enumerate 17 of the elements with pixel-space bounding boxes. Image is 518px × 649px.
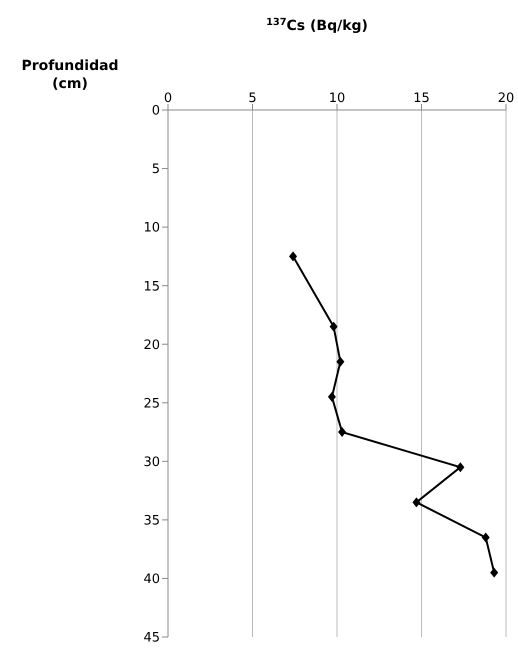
y-tick-label: 35 xyxy=(143,514,160,529)
y-tick-label: 5 xyxy=(152,162,160,178)
x-tick-label: 10 xyxy=(328,91,346,106)
y-axis-title: Profundidad (cm) xyxy=(21,58,119,92)
x-axis-title: $^{137}$Cs (Bq/kg) xyxy=(266,16,368,34)
x-tick-label: 0 xyxy=(164,91,172,106)
y-tick-label: 20 xyxy=(143,338,160,353)
x-tick-label: 15 xyxy=(413,91,430,106)
y-tick-label: 10 xyxy=(143,220,160,236)
y-tick-label: 15 xyxy=(143,279,160,294)
x-tick-label: 5 xyxy=(248,91,257,106)
y-tick-label: 30 xyxy=(143,454,160,470)
y-tick-label: 45 xyxy=(143,630,160,646)
x-tick-label: 20 xyxy=(498,91,514,106)
y-tick-label: 0 xyxy=(152,104,160,119)
y-tick-label: 40 xyxy=(143,572,160,588)
y-tick-label: 25 xyxy=(143,396,160,412)
